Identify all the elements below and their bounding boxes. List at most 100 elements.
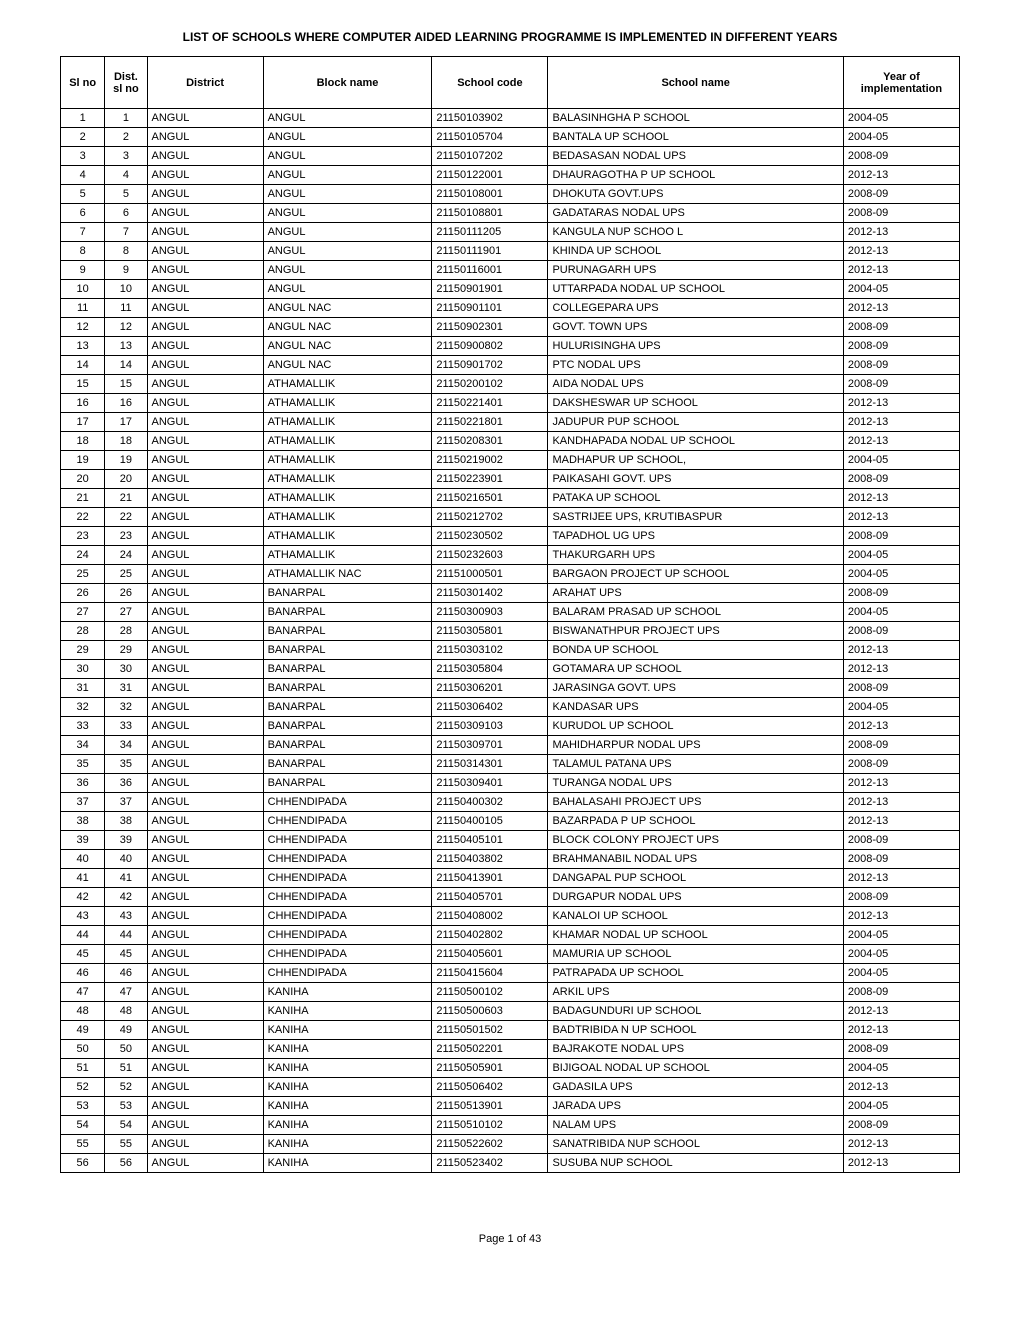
cell-block: KANIHA bbox=[263, 1059, 432, 1078]
cell-code: 21150403802 bbox=[432, 850, 548, 869]
table-row: 5555ANGULKANIHA21150522602SANATRIBIDA NU… bbox=[61, 1135, 960, 1154]
cell-code: 21150107202 bbox=[432, 147, 548, 166]
cell-district: ANGUL bbox=[147, 1002, 263, 1021]
cell-year: 2012-13 bbox=[843, 508, 959, 527]
cell-year: 2012-13 bbox=[843, 793, 959, 812]
cell-year: 2008-09 bbox=[843, 375, 959, 394]
cell-slno: 56 bbox=[61, 1154, 105, 1173]
cell-year: 2008-09 bbox=[843, 888, 959, 907]
cell-block: KANIHA bbox=[263, 1135, 432, 1154]
schools-table: Sl noDist. sl noDistrictBlock nameSchool… bbox=[60, 56, 960, 1173]
cell-distsl: 28 bbox=[105, 622, 147, 641]
cell-distsl: 24 bbox=[105, 546, 147, 565]
cell-year: 2012-13 bbox=[843, 242, 959, 261]
cell-district: ANGUL bbox=[147, 850, 263, 869]
cell-slno: 37 bbox=[61, 793, 105, 812]
cell-school: MAHIDHARPUR NODAL UPS bbox=[548, 736, 843, 755]
cell-district: ANGUL bbox=[147, 318, 263, 337]
table-body: 11ANGULANGUL21150103902BALASINHGHA P SCH… bbox=[61, 109, 960, 1173]
table-row: 1010ANGULANGUL21150901901UTTARPADA NODAL… bbox=[61, 280, 960, 299]
cell-slno: 31 bbox=[61, 679, 105, 698]
cell-slno: 17 bbox=[61, 413, 105, 432]
table-row: 2424ANGULATHAMALLIK21150232603THAKURGARH… bbox=[61, 546, 960, 565]
cell-district: ANGUL bbox=[147, 242, 263, 261]
cell-block: ATHAMALLIK NAC bbox=[263, 565, 432, 584]
table-row: 3232ANGULBANARPAL21150306402KANDASAR UPS… bbox=[61, 698, 960, 717]
cell-code: 21150408002 bbox=[432, 907, 548, 926]
cell-code: 21150221401 bbox=[432, 394, 548, 413]
cell-slno: 35 bbox=[61, 755, 105, 774]
cell-slno: 39 bbox=[61, 831, 105, 850]
cell-district: ANGUL bbox=[147, 128, 263, 147]
table-row: 3333ANGULBANARPAL21150309103KURUDOL UP S… bbox=[61, 717, 960, 736]
table-row: 3838ANGULCHHENDIPADA21150400105BAZARPADA… bbox=[61, 812, 960, 831]
cell-school: PURUNAGARH UPS bbox=[548, 261, 843, 280]
cell-school: PATAKA UP SCHOOL bbox=[548, 489, 843, 508]
table-row: 3636ANGULBANARPAL21150309401TURANGA NODA… bbox=[61, 774, 960, 793]
cell-block: ATHAMALLIK bbox=[263, 527, 432, 546]
cell-block: BANARPAL bbox=[263, 774, 432, 793]
table-row: 3535ANGULBANARPAL21150314301TALAMUL PATA… bbox=[61, 755, 960, 774]
table-row: 1717ANGULATHAMALLIK21150221801JADUPUR PU… bbox=[61, 413, 960, 432]
cell-distsl: 19 bbox=[105, 451, 147, 470]
cell-year: 2008-09 bbox=[843, 622, 959, 641]
table-row: 88ANGULANGUL21150111901KHINDA UP SCHOOL2… bbox=[61, 242, 960, 261]
cell-code: 21150502201 bbox=[432, 1040, 548, 1059]
cell-block: ANGUL NAC bbox=[263, 318, 432, 337]
cell-district: ANGUL bbox=[147, 812, 263, 831]
cell-code: 21150305804 bbox=[432, 660, 548, 679]
table-row: 5050ANGULKANIHA21150502201BAJRAKOTE NODA… bbox=[61, 1040, 960, 1059]
cell-district: ANGUL bbox=[147, 508, 263, 527]
cell-year: 2012-13 bbox=[843, 1154, 959, 1173]
cell-year: 2008-09 bbox=[843, 185, 959, 204]
cell-district: ANGUL bbox=[147, 204, 263, 223]
cell-school: KHAMAR NODAL UP SCHOOL bbox=[548, 926, 843, 945]
cell-distsl: 22 bbox=[105, 508, 147, 527]
cell-block: BANARPAL bbox=[263, 698, 432, 717]
cell-district: ANGUL bbox=[147, 983, 263, 1002]
cell-district: ANGUL bbox=[147, 223, 263, 242]
table-row: 11ANGULANGUL21150103902BALASINHGHA P SCH… bbox=[61, 109, 960, 128]
cell-distsl: 41 bbox=[105, 869, 147, 888]
cell-district: ANGUL bbox=[147, 1154, 263, 1173]
cell-district: ANGUL bbox=[147, 280, 263, 299]
cell-year: 2008-09 bbox=[843, 337, 959, 356]
table-row: 1212ANGULANGUL NAC21150902301GOVT. TOWN … bbox=[61, 318, 960, 337]
cell-distsl: 11 bbox=[105, 299, 147, 318]
cell-school: TURANGA NODAL UPS bbox=[548, 774, 843, 793]
cell-code: 21150216501 bbox=[432, 489, 548, 508]
cell-code: 21150103902 bbox=[432, 109, 548, 128]
cell-block: BANARPAL bbox=[263, 717, 432, 736]
cell-code: 21150901101 bbox=[432, 299, 548, 318]
cell-code: 21150200102 bbox=[432, 375, 548, 394]
cell-block: ATHAMALLIK bbox=[263, 432, 432, 451]
table-row: 5252ANGULKANIHA21150506402GADASILA UPS20… bbox=[61, 1078, 960, 1097]
cell-district: ANGUL bbox=[147, 926, 263, 945]
cell-slno: 48 bbox=[61, 1002, 105, 1021]
cell-school: KHINDA UP SCHOOL bbox=[548, 242, 843, 261]
cell-distsl: 16 bbox=[105, 394, 147, 413]
cell-distsl: 8 bbox=[105, 242, 147, 261]
cell-slno: 29 bbox=[61, 641, 105, 660]
cell-school: DHOKUTA GOVT.UPS bbox=[548, 185, 843, 204]
column-header-block: Block name bbox=[263, 57, 432, 109]
cell-year: 2012-13 bbox=[843, 489, 959, 508]
cell-block: CHHENDIPADA bbox=[263, 793, 432, 812]
cell-code: 21150405701 bbox=[432, 888, 548, 907]
cell-block: CHHENDIPADA bbox=[263, 812, 432, 831]
table-row: 5454ANGULKANIHA21150510102NALAM UPS2008-… bbox=[61, 1116, 960, 1135]
cell-distsl: 27 bbox=[105, 603, 147, 622]
cell-distsl: 21 bbox=[105, 489, 147, 508]
cell-distsl: 46 bbox=[105, 964, 147, 983]
cell-block: KANIHA bbox=[263, 1154, 432, 1173]
cell-year: 2008-09 bbox=[843, 470, 959, 489]
cell-district: ANGUL bbox=[147, 109, 263, 128]
table-row: 2828ANGULBANARPAL21150305801BISWANATHPUR… bbox=[61, 622, 960, 641]
cell-block: KANIHA bbox=[263, 1116, 432, 1135]
cell-distsl: 51 bbox=[105, 1059, 147, 1078]
cell-slno: 54 bbox=[61, 1116, 105, 1135]
cell-school: KANDHAPADA NODAL UP SCHOOL bbox=[548, 432, 843, 451]
cell-slno: 32 bbox=[61, 698, 105, 717]
table-row: 1919ANGULATHAMALLIK21150219002MADHAPUR U… bbox=[61, 451, 960, 470]
cell-block: ATHAMALLIK bbox=[263, 375, 432, 394]
